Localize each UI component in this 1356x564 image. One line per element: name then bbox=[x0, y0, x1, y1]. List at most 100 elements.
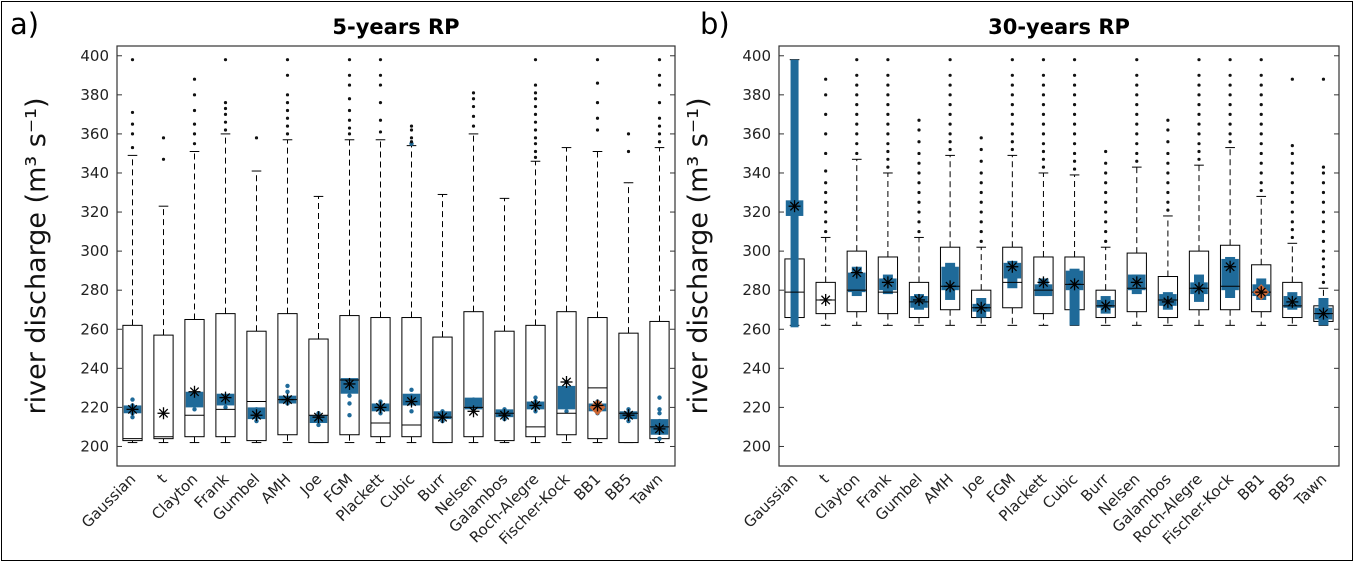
mean-asterisk-marker bbox=[1193, 282, 1205, 295]
blue-sample-point bbox=[409, 409, 414, 414]
outlier-point bbox=[855, 112, 859, 116]
box-gaussian bbox=[122, 58, 143, 444]
blue-sample-point bbox=[347, 413, 352, 418]
outlier-point bbox=[1010, 112, 1014, 116]
outlier-point bbox=[533, 112, 538, 116]
y-tick-label: 200 bbox=[80, 437, 109, 455]
outlier-point bbox=[1135, 151, 1139, 156]
outlier-point bbox=[285, 116, 290, 120]
outlier-point bbox=[533, 91, 538, 95]
outlier-point bbox=[824, 93, 828, 97]
blue-sample-point bbox=[657, 395, 662, 400]
outlier-point bbox=[1010, 122, 1014, 126]
mean-asterisk-marker bbox=[1224, 260, 1237, 273]
outlier-point bbox=[1010, 140, 1014, 144]
mean-asterisk-marker bbox=[653, 422, 666, 435]
box-bb5 bbox=[618, 132, 639, 444]
outlier-point bbox=[378, 58, 383, 62]
mean-asterisk-marker bbox=[219, 391, 232, 404]
outlier-point bbox=[917, 220, 921, 224]
outlier-point bbox=[1072, 132, 1077, 136]
outlier-point bbox=[1041, 122, 1046, 126]
outlier-point bbox=[1041, 93, 1046, 97]
box-gumbel bbox=[246, 136, 267, 444]
y-tick-label: 300 bbox=[742, 242, 771, 260]
outlier-point bbox=[1072, 83, 1077, 87]
outlier-point bbox=[1290, 171, 1294, 175]
outlier-point bbox=[917, 190, 921, 195]
outlier-point bbox=[1010, 147, 1014, 152]
outlier-point bbox=[533, 104, 538, 109]
y-tick-label: 240 bbox=[742, 359, 771, 377]
iqr-box bbox=[184, 318, 205, 438]
outlier-point bbox=[1197, 149, 1201, 154]
outlier-point bbox=[979, 159, 983, 163]
x-category-label: AMH bbox=[257, 470, 294, 507]
box-burr bbox=[1095, 149, 1116, 326]
outlier-point bbox=[1072, 58, 1077, 62]
outlier-point bbox=[1010, 83, 1014, 87]
outlier-point bbox=[1259, 161, 1263, 165]
outlier-point bbox=[1135, 83, 1139, 87]
outlier-point bbox=[1072, 93, 1077, 97]
outlier-point bbox=[917, 140, 921, 144]
outlier-point bbox=[979, 239, 983, 243]
iqr-box bbox=[556, 311, 577, 436]
outlier-point bbox=[223, 101, 228, 105]
outlier-point bbox=[471, 104, 476, 109]
outlier-point bbox=[626, 149, 631, 154]
mean-asterisk-marker bbox=[436, 411, 449, 424]
outlier-point bbox=[1197, 73, 1201, 77]
outlier-point bbox=[378, 101, 383, 105]
outlier-point bbox=[533, 142, 538, 146]
box-joe bbox=[308, 195, 329, 444]
x-category-label: BB1 bbox=[1234, 470, 1268, 504]
outlier-point bbox=[917, 200, 921, 204]
mean-asterisk-marker bbox=[126, 403, 139, 416]
blue-center-bar bbox=[464, 397, 483, 410]
outlier-point bbox=[1135, 142, 1139, 146]
outlier-point bbox=[1072, 122, 1077, 126]
outlier-point bbox=[409, 128, 414, 132]
outlier-point bbox=[1321, 249, 1326, 253]
y-tick-label: 360 bbox=[742, 125, 771, 143]
x-category-label: t bbox=[816, 470, 833, 487]
outlier-point bbox=[1135, 93, 1139, 97]
outlier-point bbox=[1259, 171, 1263, 175]
outlier-point bbox=[1290, 220, 1294, 224]
outlier-point bbox=[824, 112, 828, 116]
outlier-point bbox=[855, 93, 859, 97]
outlier-point bbox=[886, 73, 890, 77]
outlier-point bbox=[1041, 157, 1046, 161]
outlier-point bbox=[347, 132, 352, 136]
outlier-point bbox=[886, 149, 890, 154]
outlier-point bbox=[1259, 122, 1263, 126]
outlier-point bbox=[1228, 93, 1232, 97]
mean-asterisk-marker bbox=[529, 399, 542, 412]
outlier-point bbox=[979, 220, 983, 224]
panel-label: b) bbox=[700, 7, 730, 41]
y-tick-label: 300 bbox=[80, 242, 109, 260]
box-bb1 bbox=[587, 58, 608, 444]
outlier-point bbox=[1166, 181, 1170, 185]
outlier-point bbox=[1321, 200, 1326, 204]
outlier-point bbox=[1259, 151, 1263, 156]
y-tick-label: 380 bbox=[742, 86, 771, 104]
outlier-point bbox=[657, 83, 662, 87]
outlier-point bbox=[1259, 58, 1263, 62]
outlier-point bbox=[1010, 93, 1014, 97]
outlier-point bbox=[979, 171, 983, 175]
blue-center-bar bbox=[557, 385, 576, 410]
y-tick-label: 200 bbox=[742, 437, 771, 455]
outlier-point bbox=[1104, 210, 1108, 214]
box-burr bbox=[432, 193, 453, 444]
x-category-label: Cubic bbox=[1039, 470, 1081, 512]
blue-sample-point bbox=[130, 414, 135, 420]
outlier-point bbox=[1259, 132, 1263, 136]
outlier-point bbox=[1041, 112, 1046, 116]
mean-asterisk-marker bbox=[1161, 295, 1174, 308]
outlier-point bbox=[1166, 128, 1170, 132]
outlier-point bbox=[130, 110, 135, 115]
blue-sample-point bbox=[564, 409, 569, 414]
outlier-point bbox=[824, 181, 828, 185]
